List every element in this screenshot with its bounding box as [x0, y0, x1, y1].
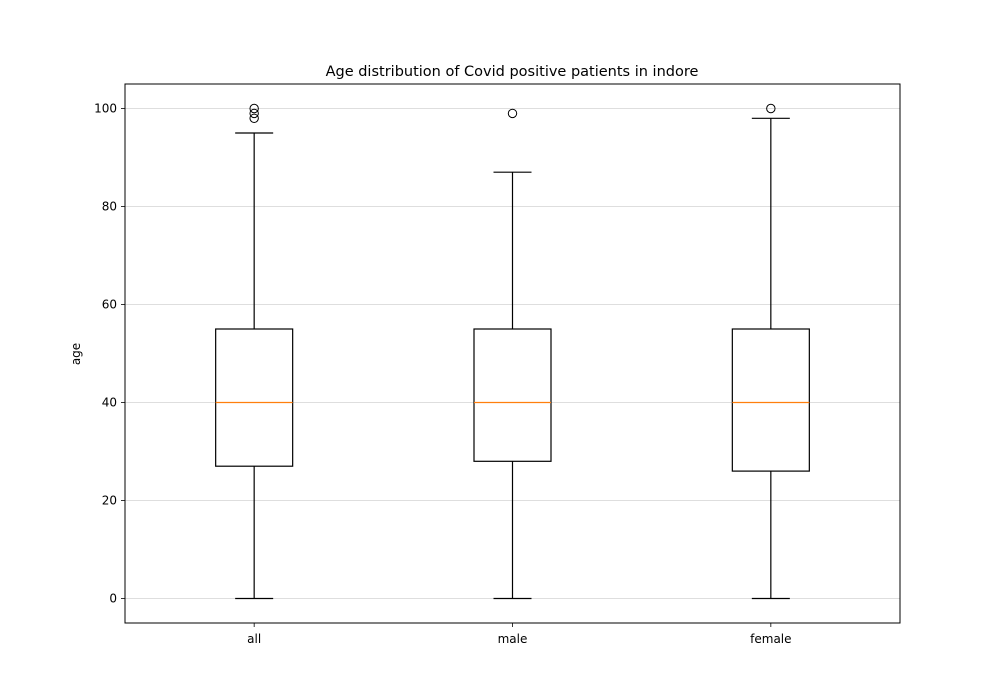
- y-tick-label: 40: [102, 396, 117, 410]
- y-tick-label: 60: [102, 298, 117, 312]
- y-tick-label: 100: [94, 102, 117, 116]
- x-tick-label: all: [247, 632, 261, 646]
- box-all: [216, 104, 293, 598]
- x-tick-label: male: [498, 632, 528, 646]
- outlier-point: [250, 109, 258, 117]
- y-tick-label: 0: [109, 592, 117, 606]
- iqr-box: [216, 329, 293, 466]
- y-tick-label: 20: [102, 494, 117, 508]
- boxes: [216, 104, 810, 598]
- y-tick-label: 80: [102, 200, 117, 214]
- y-axis-label: age: [69, 343, 83, 365]
- chart-title: Age distribution of Covid positive patie…: [326, 64, 699, 80]
- outlier-point: [508, 109, 516, 117]
- iqr-box: [732, 329, 809, 471]
- iqr-box: [474, 329, 551, 461]
- box-male: [474, 109, 551, 598]
- axes: 0 20 40 60 80 100 all male female: [94, 102, 791, 647]
- x-tick-label: female: [750, 632, 791, 646]
- outlier-point: [250, 114, 258, 122]
- box-female: [732, 104, 809, 598]
